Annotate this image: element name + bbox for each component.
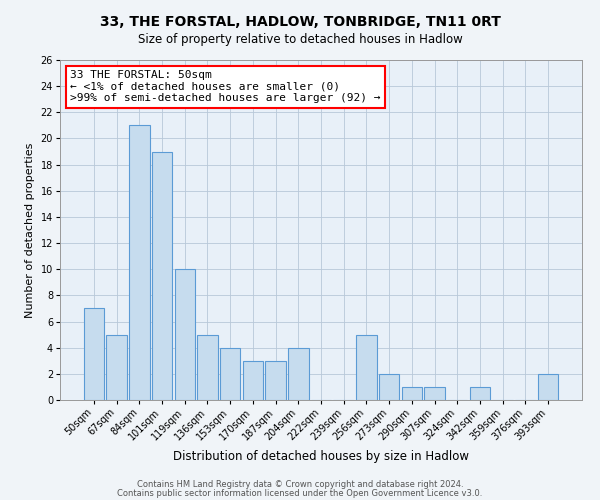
X-axis label: Distribution of detached houses by size in Hadlow: Distribution of detached houses by size …	[173, 450, 469, 464]
Y-axis label: Number of detached properties: Number of detached properties	[25, 142, 35, 318]
Bar	[538, 374, 558, 400]
Bar	[106, 334, 127, 400]
Text: Contains HM Land Registry data © Crown copyright and database right 2024.: Contains HM Land Registry data © Crown c…	[137, 480, 463, 489]
Text: 33, THE FORSTAL, HADLOW, TONBRIDGE, TN11 0RT: 33, THE FORSTAL, HADLOW, TONBRIDGE, TN11…	[100, 15, 500, 29]
Text: 33 THE FORSTAL: 50sqm
← <1% of detached houses are smaller (0)
>99% of semi-deta: 33 THE FORSTAL: 50sqm ← <1% of detached …	[70, 70, 381, 103]
Bar	[152, 152, 172, 400]
Bar	[379, 374, 400, 400]
Bar	[242, 361, 263, 400]
Bar	[220, 348, 241, 400]
Bar	[84, 308, 104, 400]
Bar	[424, 387, 445, 400]
Text: Contains public sector information licensed under the Open Government Licence v3: Contains public sector information licen…	[118, 489, 482, 498]
Bar	[175, 269, 195, 400]
Bar	[470, 387, 490, 400]
Bar	[356, 334, 377, 400]
Bar	[288, 348, 308, 400]
Bar	[401, 387, 422, 400]
Bar	[129, 126, 149, 400]
Text: Size of property relative to detached houses in Hadlow: Size of property relative to detached ho…	[137, 32, 463, 46]
Bar	[265, 361, 286, 400]
Bar	[197, 334, 218, 400]
